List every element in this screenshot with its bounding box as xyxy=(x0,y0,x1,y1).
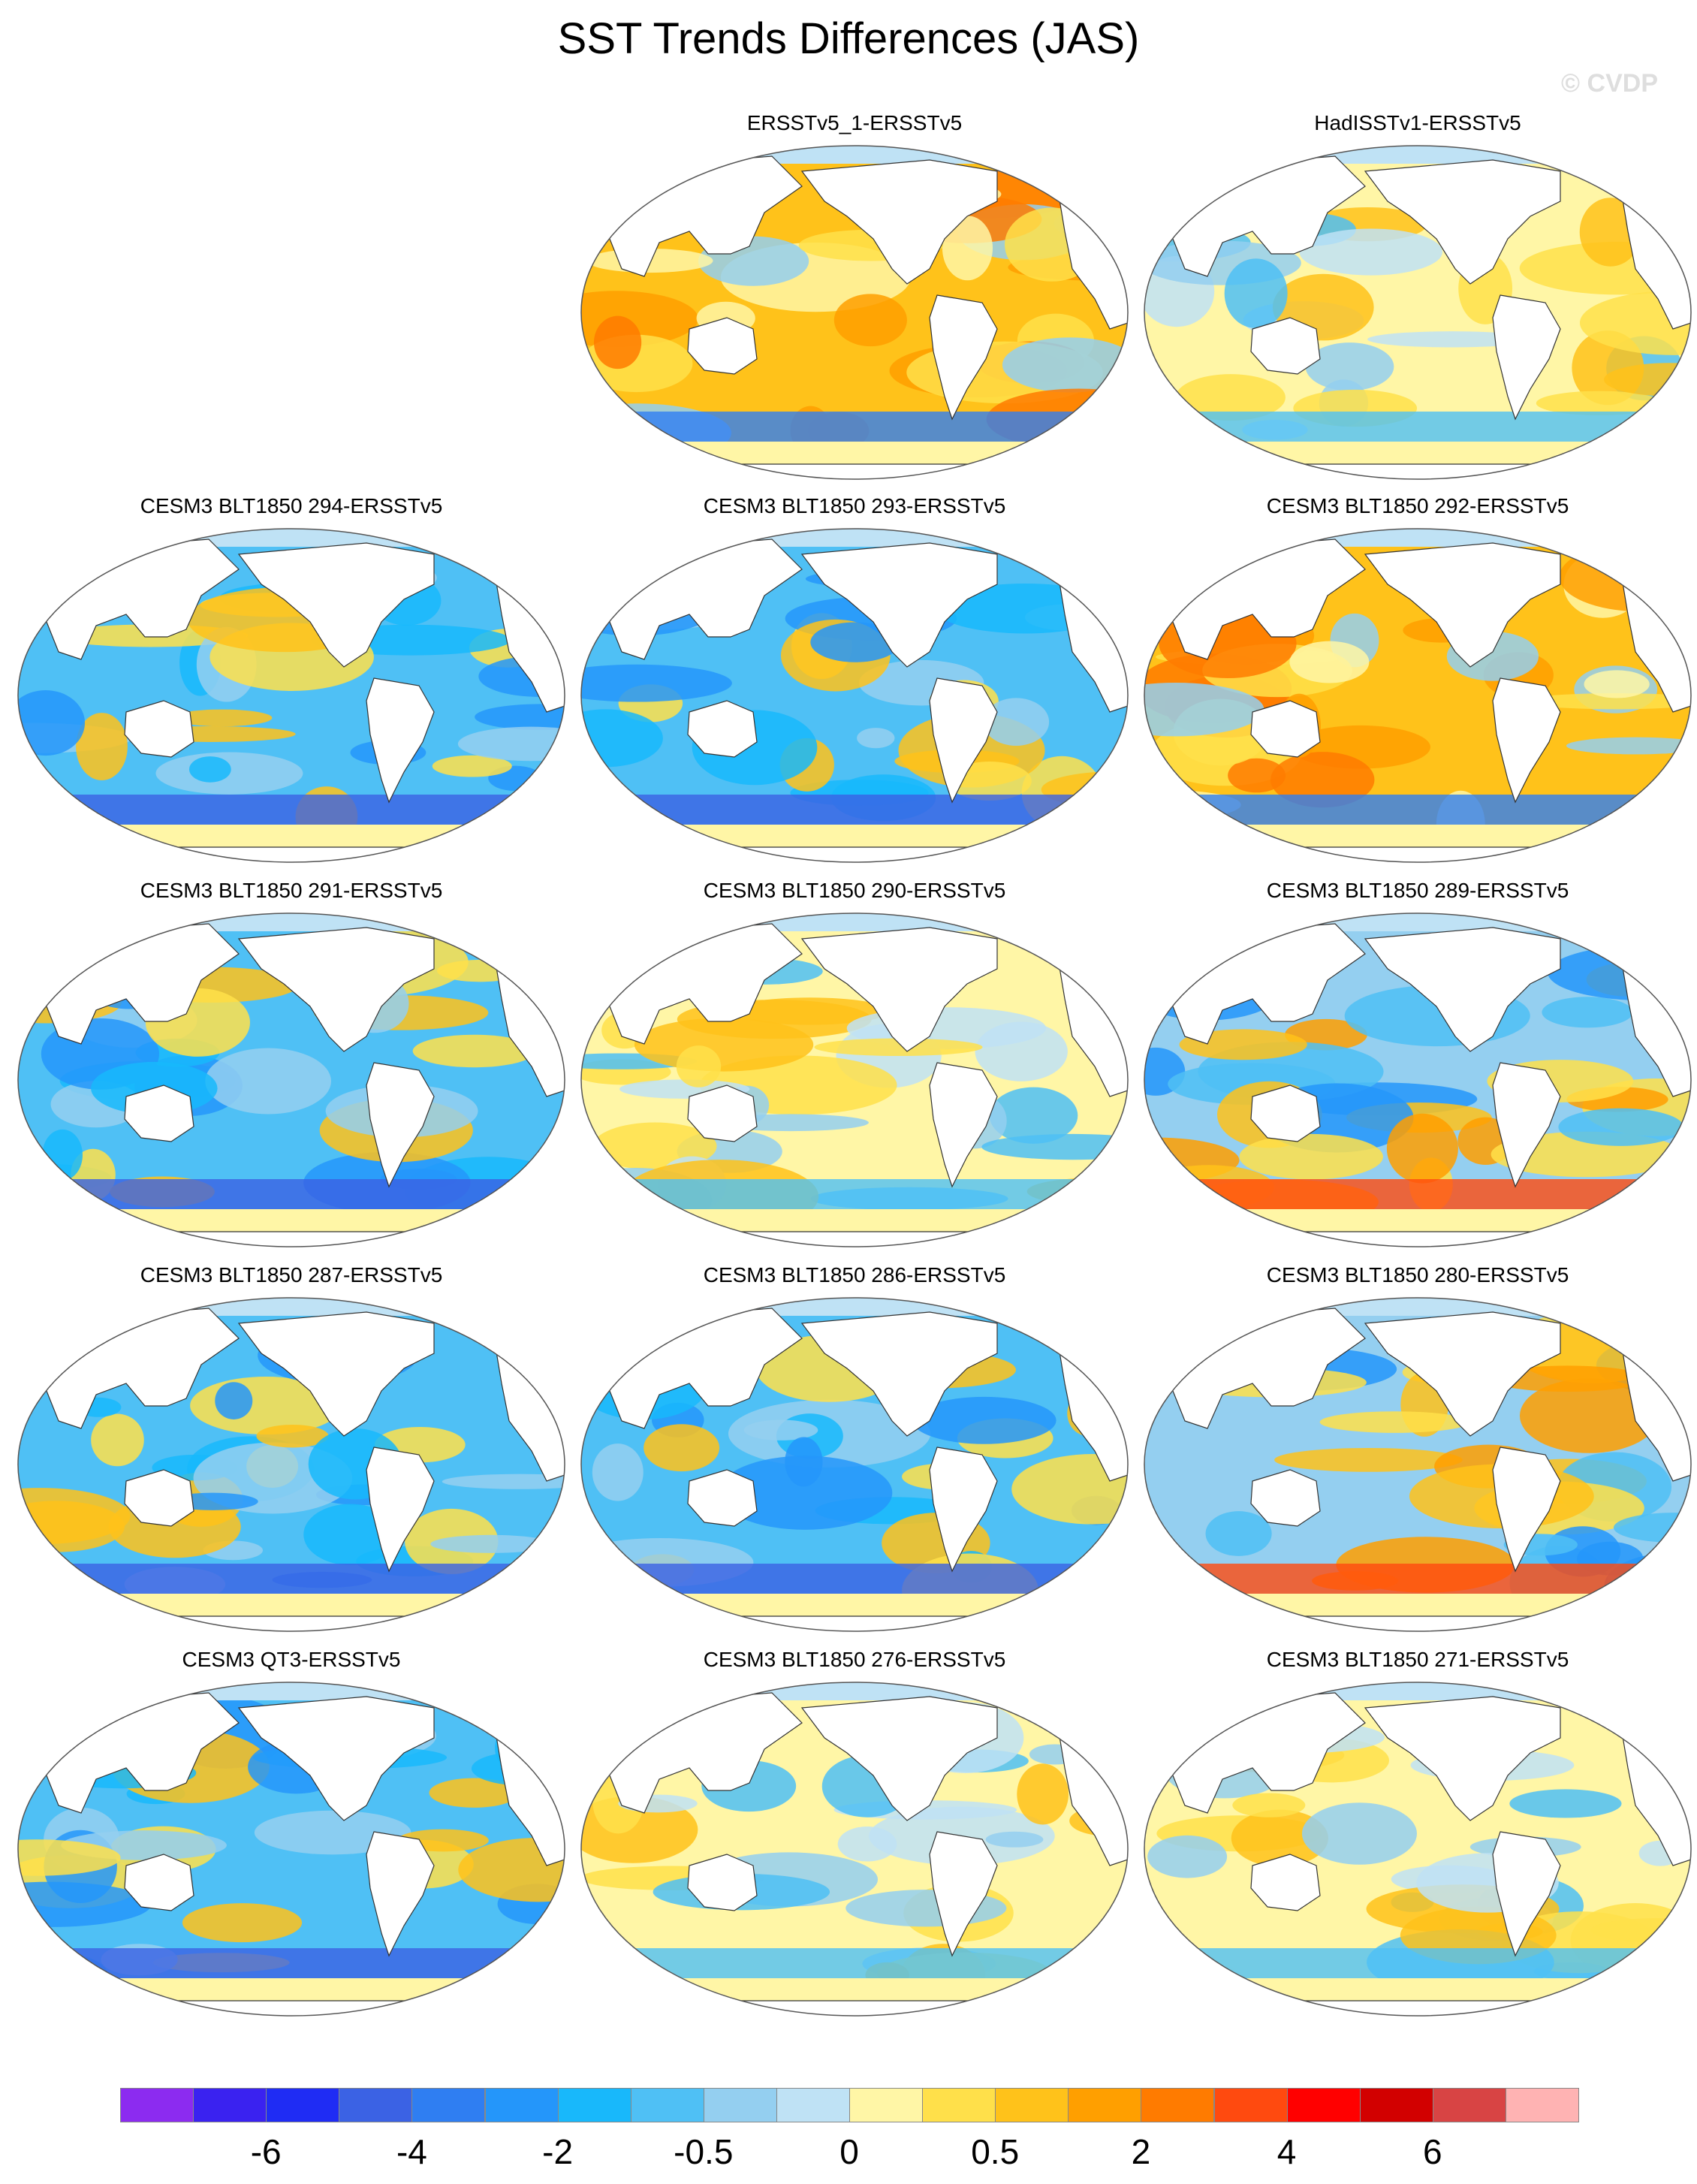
colorbar-swatch xyxy=(1141,2088,1215,2122)
panel-title: CESM3 BLT1850 291-ERSSTv5 xyxy=(140,879,443,902)
panel-title: CESM3 BLT1850 292-ERSSTv5 xyxy=(1266,494,1569,517)
world-map xyxy=(580,1682,1129,2017)
map-panel: CESM3 BLT1850 276-ERSSTv5 xyxy=(577,1648,1132,2023)
colorbar-swatch xyxy=(193,2088,267,2122)
colorbar-swatch xyxy=(1432,2088,1506,2122)
map-panel: CESM3 BLT1850 290-ERSSTv5 xyxy=(577,879,1132,1254)
cvdp-watermark: © CVDP xyxy=(1561,69,1658,98)
colorbar-tick-label: -2 xyxy=(542,2132,574,2171)
world-map xyxy=(580,528,1129,863)
map-panel: ERSSTv5_1-ERSSTv5 xyxy=(577,111,1132,487)
map-panel: CESM3 BLT1850 289-ERSSTv5 xyxy=(1140,879,1695,1254)
colorbar xyxy=(120,2088,1579,2124)
figure-title: SST Trends Differences (JAS) xyxy=(557,14,1140,63)
panel-title: CESM3 BLT1850 286-ERSSTv5 xyxy=(703,1263,1006,1287)
colorbar-tick-label: 6 xyxy=(1423,2132,1442,2171)
map-panel: CESM3 BLT1850 293-ERSSTv5 xyxy=(577,494,1132,870)
panel-title: HadISSTv1-ERSSTv5 xyxy=(1314,111,1521,134)
colorbar-swatch xyxy=(339,2088,413,2122)
world-map xyxy=(580,145,1129,480)
panel-title: CESM3 BLT1850 293-ERSSTv5 xyxy=(703,494,1006,517)
map-panel: HadISSTv1-ERSSTv5 xyxy=(1140,111,1695,487)
colorbar-swatch xyxy=(1286,2088,1361,2122)
world-map xyxy=(580,1297,1129,1632)
map-panel: CESM3 QT3-ERSSTv5 xyxy=(14,1648,569,2023)
colorbar-swatch xyxy=(120,2088,194,2122)
world-map xyxy=(17,1682,565,2017)
map-panel: CESM3 BLT1850 286-ERSSTv5 xyxy=(577,1263,1132,1639)
colorbar-tick-label: 0.5 xyxy=(971,2132,1020,2171)
world-map xyxy=(1144,528,1692,863)
world-map xyxy=(17,1297,565,1632)
panel-title: CESM3 BLT1850 280-ERSSTv5 xyxy=(1266,1263,1569,1287)
colorbar-swatch xyxy=(849,2088,924,2122)
map-panel: CESM3 BLT1850 280-ERSSTv5 xyxy=(1140,1263,1695,1639)
colorbar-swatch xyxy=(484,2088,559,2122)
panel-title: CESM3 BLT1850 289-ERSSTv5 xyxy=(1266,879,1569,902)
colorbar-tick-label: -4 xyxy=(396,2132,427,2171)
map-panel: CESM3 BLT1850 294-ERSSTv5 xyxy=(14,494,569,870)
colorbar-swatch xyxy=(1359,2088,1433,2122)
colorbar-swatch xyxy=(1505,2088,1579,2122)
colorbar-swatch xyxy=(995,2088,1069,2122)
map-panel: CESM3 BLT1850 292-ERSSTv5 xyxy=(1140,494,1695,870)
colorbar-tick-label: -0.5 xyxy=(674,2132,734,2171)
colorbar-tick-label: 4 xyxy=(1277,2132,1297,2171)
colorbar-swatch xyxy=(557,2088,631,2122)
colorbar-tick-label: 0 xyxy=(839,2132,859,2171)
panel-title: CESM3 BLT1850 276-ERSSTv5 xyxy=(703,1648,1006,1671)
colorbar-swatch xyxy=(266,2088,340,2122)
world-map xyxy=(580,913,1129,1247)
colorbar-swatch xyxy=(922,2088,996,2122)
map-panel: CESM3 BLT1850 287-ERSSTv5 xyxy=(14,1263,569,1639)
colorbar-swatch xyxy=(630,2088,704,2122)
world-map xyxy=(17,528,565,863)
colorbar-swatch xyxy=(776,2088,850,2122)
world-map xyxy=(1144,1297,1692,1632)
panel-title: CESM3 BLT1850 294-ERSSTv5 xyxy=(140,494,443,517)
world-map xyxy=(17,913,565,1247)
world-map xyxy=(1144,145,1692,480)
world-map xyxy=(1144,1682,1692,2017)
colorbar-swatch xyxy=(1068,2088,1142,2122)
map-panel: CESM3 BLT1850 271-ERSSTv5 xyxy=(1140,1648,1695,2023)
colorbar-tick-label: 2 xyxy=(1131,2132,1151,2171)
colorbar-swatch xyxy=(411,2088,486,2122)
world-map xyxy=(1144,913,1692,1247)
panel-title: CESM3 BLT1850 271-ERSSTv5 xyxy=(1266,1648,1569,1671)
panel-title: CESM3 BLT1850 290-ERSSTv5 xyxy=(703,879,1006,902)
panel-title: CESM3 QT3-ERSSTv5 xyxy=(182,1648,401,1671)
colorbar-swatch xyxy=(1213,2088,1288,2122)
panel-title: CESM3 BLT1850 287-ERSSTv5 xyxy=(140,1263,443,1287)
panel-title: ERSSTv5_1-ERSSTv5 xyxy=(746,111,963,134)
map-panel: CESM3 BLT1850 291-ERSSTv5 xyxy=(14,879,569,1254)
colorbar-tick-label: -6 xyxy=(250,2132,282,2171)
colorbar-swatch xyxy=(703,2088,777,2122)
